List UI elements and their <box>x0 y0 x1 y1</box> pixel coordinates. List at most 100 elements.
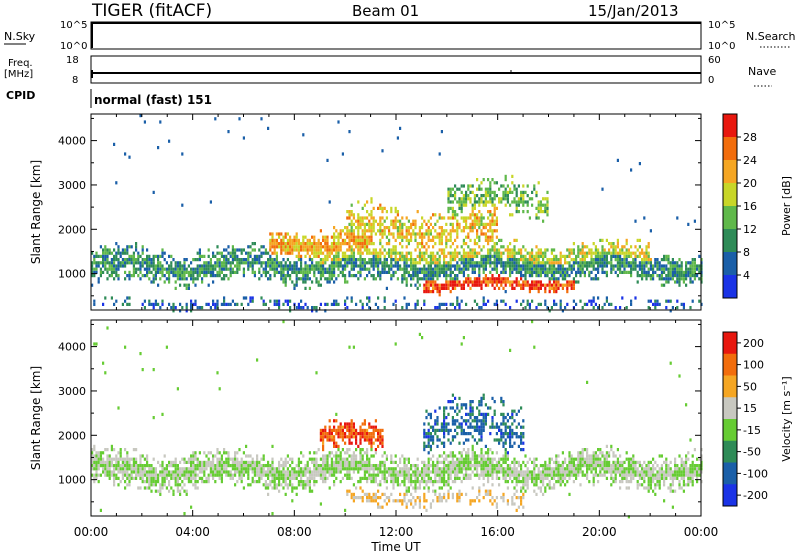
data-cell <box>126 258 129 262</box>
data-cell <box>117 277 120 281</box>
data-cell <box>553 290 556 294</box>
data-cell <box>165 261 168 265</box>
data-cell <box>115 460 118 464</box>
data-cell <box>319 432 322 436</box>
data-cell <box>245 460 248 464</box>
data-cell <box>546 200 549 204</box>
data-cell <box>568 274 571 278</box>
data-cell <box>489 270 492 274</box>
data-cell <box>275 232 278 236</box>
data-cell <box>339 460 342 464</box>
data-cell <box>262 299 265 303</box>
data-cell <box>315 242 318 246</box>
data-cell <box>302 483 305 487</box>
data-cell <box>559 261 562 265</box>
data-cell <box>344 432 347 436</box>
data-cell <box>146 473 149 477</box>
data-cell <box>185 476 188 480</box>
data-cell <box>401 216 404 220</box>
data-cell <box>289 277 292 281</box>
data-cell <box>594 248 597 252</box>
data-cell <box>434 261 437 265</box>
data-cell <box>434 264 437 268</box>
data-cell <box>392 232 395 236</box>
data-cell <box>621 261 624 265</box>
data-cell <box>183 261 186 265</box>
data-cell <box>414 258 417 262</box>
data-cell <box>271 232 274 236</box>
data-cell <box>300 480 303 484</box>
data-cell <box>443 476 446 480</box>
data-cell <box>396 210 399 214</box>
data-cell <box>421 480 424 484</box>
data-cell <box>297 258 300 262</box>
data-cell <box>346 248 349 252</box>
data-cell <box>520 194 523 198</box>
data-cell <box>168 460 171 464</box>
data-cell <box>656 299 659 303</box>
data-cell <box>115 181 118 185</box>
data-cell <box>361 261 364 265</box>
data-cell <box>544 210 547 214</box>
data-cell <box>524 264 527 268</box>
data-cell <box>594 258 597 262</box>
data-cell <box>557 283 560 287</box>
data-cell <box>671 274 674 278</box>
data-cell <box>390 480 393 484</box>
data-cell <box>146 486 149 490</box>
data-cell <box>194 270 197 274</box>
data-cell <box>330 248 333 252</box>
data-cell <box>425 470 428 474</box>
data-cell <box>333 258 336 262</box>
data-cell <box>379 248 382 252</box>
data-cell <box>370 200 373 204</box>
data-cell <box>484 200 487 204</box>
data-cell <box>394 238 397 242</box>
data-cell <box>315 251 318 255</box>
data-cell <box>295 235 298 239</box>
data-cell <box>432 274 435 278</box>
data-cell <box>451 254 454 258</box>
data-cell <box>465 302 468 306</box>
data-cell <box>643 216 646 220</box>
data-cell <box>473 219 476 223</box>
data-cell <box>234 258 237 262</box>
data-cell <box>258 467 261 471</box>
data-cell <box>423 448 426 452</box>
data-cell <box>449 187 452 191</box>
data-cell <box>348 229 351 233</box>
data-cell <box>465 451 468 455</box>
data-cell <box>370 232 373 236</box>
data-cell <box>469 261 472 265</box>
data-cell <box>317 473 320 477</box>
data-cell <box>456 200 459 204</box>
data-cell <box>328 270 331 274</box>
data-cell <box>159 254 162 258</box>
data-cell <box>179 460 182 464</box>
data-cell <box>392 226 395 230</box>
data-cell <box>401 454 404 458</box>
data-cell <box>366 245 369 249</box>
data-cell <box>379 480 382 484</box>
data-cell <box>348 422 351 426</box>
data-cell <box>396 251 399 255</box>
data-cell <box>553 277 556 281</box>
data-cell <box>361 435 364 439</box>
data-cell <box>212 254 215 258</box>
data-cell <box>128 457 131 461</box>
data-cell <box>438 232 441 236</box>
data-cell <box>401 274 404 278</box>
data-cell <box>383 499 386 503</box>
data-cell <box>260 470 263 474</box>
data-cell <box>451 419 454 423</box>
data-cell <box>520 254 523 258</box>
data-cell <box>603 302 606 306</box>
data-cell <box>295 283 298 287</box>
data-cell <box>183 270 186 274</box>
data-cell <box>333 299 336 303</box>
data-cell <box>168 470 171 474</box>
data-cell <box>137 464 140 468</box>
data-cell <box>275 245 278 249</box>
data-cell <box>656 264 659 268</box>
data-cell <box>192 280 195 284</box>
